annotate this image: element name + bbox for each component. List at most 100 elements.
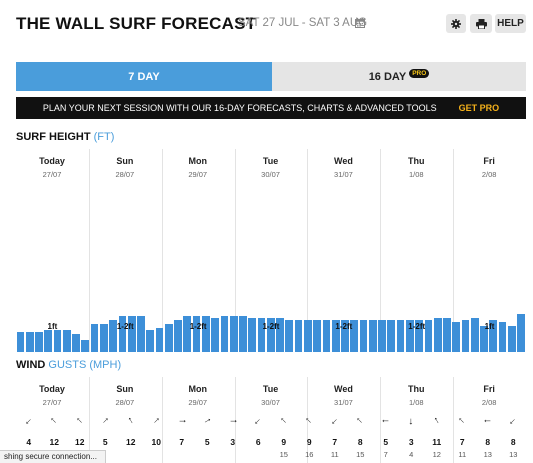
surf-bar — [72, 334, 80, 352]
surf-bar — [90, 324, 99, 352]
surf-bar — [415, 320, 423, 352]
surf-bar — [480, 326, 488, 352]
day-name: Fri — [483, 156, 495, 166]
wind-direction-icon: ↑ — [252, 415, 264, 428]
surf-bar — [146, 330, 155, 352]
day-name: Today — [39, 156, 65, 166]
surf-bar — [155, 328, 164, 352]
day-date: 28/07 — [115, 398, 135, 407]
surf-bar — [192, 316, 201, 352]
print-button[interactable] — [470, 14, 492, 33]
day-date: 31/07 — [334, 398, 353, 407]
day-date: 30/07 — [261, 170, 280, 179]
surf-bar — [16, 332, 25, 352]
wind-direction-icon: ↑ — [408, 416, 414, 427]
wind-speed: 11 — [432, 437, 442, 447]
surf-bar — [285, 320, 294, 352]
surf-height-label: 1-2ft — [408, 322, 426, 331]
day-date: 27/07 — [42, 170, 62, 179]
wind-speed: 7 — [179, 437, 185, 447]
surf-bar — [359, 320, 368, 352]
promo-text: PLAN YOUR NEXT SESSION WITH OUR 16-DAY F… — [42, 103, 437, 113]
browser-status-bar: shing secure connection... — [0, 450, 106, 463]
wind-gust: 13 — [509, 450, 518, 459]
wind-direction-icon: ↑ — [125, 414, 136, 427]
tab-16-day[interactable]: 16 DAY PRO — [272, 62, 526, 91]
day-name: Today — [39, 384, 65, 394]
wind-speed: 12 — [49, 437, 59, 447]
surf-bar — [211, 318, 219, 352]
surf-bar — [99, 324, 108, 352]
surf-bar — [368, 320, 377, 352]
surf-height-label: 1-2ft — [262, 322, 280, 331]
calendar-icon[interactable] — [355, 18, 365, 28]
tab-label: 16 DAY — [368, 70, 407, 83]
day-date: 1/08 — [408, 398, 424, 407]
pro-badge: PRO — [409, 69, 430, 78]
surf-unit: (FT) — [93, 131, 115, 143]
wind-speed: 3 — [230, 437, 236, 447]
wind-direction-icon: ↑ — [507, 415, 519, 428]
surf-height-label: 1ft — [47, 322, 58, 331]
wind-speed: 3 — [408, 437, 414, 447]
day-name: Fri — [483, 384, 495, 394]
wind-title-text: WIND — [16, 359, 46, 371]
wind-direction-icon: ↑ — [303, 414, 315, 427]
forecast-tabs: 7 DAY 16 DAY PRO — [16, 62, 526, 91]
day-divider — [453, 377, 455, 463]
surf-bar — [424, 320, 433, 352]
surf-bar — [266, 318, 275, 352]
forecast-header: THE WALL SURF FORECAST SAT 27 JUL - SAT … — [16, 14, 526, 38]
day-divider — [88, 377, 90, 463]
wind-speed: 12 — [75, 437, 85, 447]
wind-direction-icon: ↑ — [48, 414, 60, 427]
wind-title: WIND GUSTS (MPH) — [16, 359, 121, 371]
day-date: 1/08 — [408, 170, 424, 179]
wind-direction-icon: ↑ — [277, 414, 290, 427]
surf-bar — [470, 318, 479, 352]
day-divider — [380, 149, 382, 352]
surf-height-label: 1-2ft — [189, 322, 207, 331]
surf-bar — [229, 316, 238, 352]
wind-speed: 4 — [26, 437, 32, 447]
surf-bar — [331, 320, 340, 352]
day-divider — [453, 149, 455, 352]
wind-speed: 8 — [510, 437, 516, 447]
day-divider — [307, 149, 309, 352]
wind-speed: 7 — [332, 437, 338, 447]
surf-bar — [461, 320, 470, 352]
wind-gust: 11 — [458, 450, 467, 459]
surf-height-label: 1-2ft — [116, 322, 134, 331]
day-divider — [234, 377, 236, 463]
surf-bar — [313, 320, 321, 352]
surf-bar — [81, 340, 90, 352]
wind-unit: GUSTS (MPH) — [48, 359, 122, 371]
wind-direction-icon: ↑ — [22, 415, 35, 428]
settings-button[interactable] — [446, 14, 466, 33]
wind-direction-icon: ↑ — [481, 418, 493, 424]
get-pro-link[interactable]: GET PRO — [458, 103, 500, 113]
wind-gust: 7 — [383, 450, 388, 459]
day-name: Sun — [116, 156, 134, 166]
day-name: Thu — [408, 384, 425, 394]
surf-bar — [62, 330, 71, 352]
surf-bar — [322, 320, 331, 352]
wind-speed: 5 — [204, 437, 210, 447]
day-name: Sun — [116, 384, 134, 394]
wind-direction-icon: ↑ — [379, 418, 391, 424]
surf-bar — [443, 318, 451, 352]
wind-direction-icon: ↑ — [456, 414, 468, 427]
wind-direction-icon: ↑ — [73, 414, 86, 427]
surf-bar — [201, 316, 210, 352]
tab-7-day[interactable]: 7 DAY — [16, 62, 272, 91]
day-date: 2/08 — [481, 170, 497, 179]
surf-height-chart: Today 27/07 Sun 28/07 Mon 29/07 Tue 30/07 Wed 31/… — [16, 149, 526, 352]
promo-banner[interactable]: PLAN YOUR NEXT SESSION WITH OUR 16-DAY F… — [16, 97, 526, 119]
wind-speed: 5 — [102, 437, 108, 447]
day-divider — [307, 377, 309, 463]
surf-bar — [137, 316, 145, 352]
date-range: SAT 27 JUL - SAT 3 AUG — [238, 17, 368, 29]
help-button[interactable]: HELP — [495, 14, 526, 33]
surf-bar — [257, 318, 266, 352]
surf-bar — [452, 322, 461, 352]
